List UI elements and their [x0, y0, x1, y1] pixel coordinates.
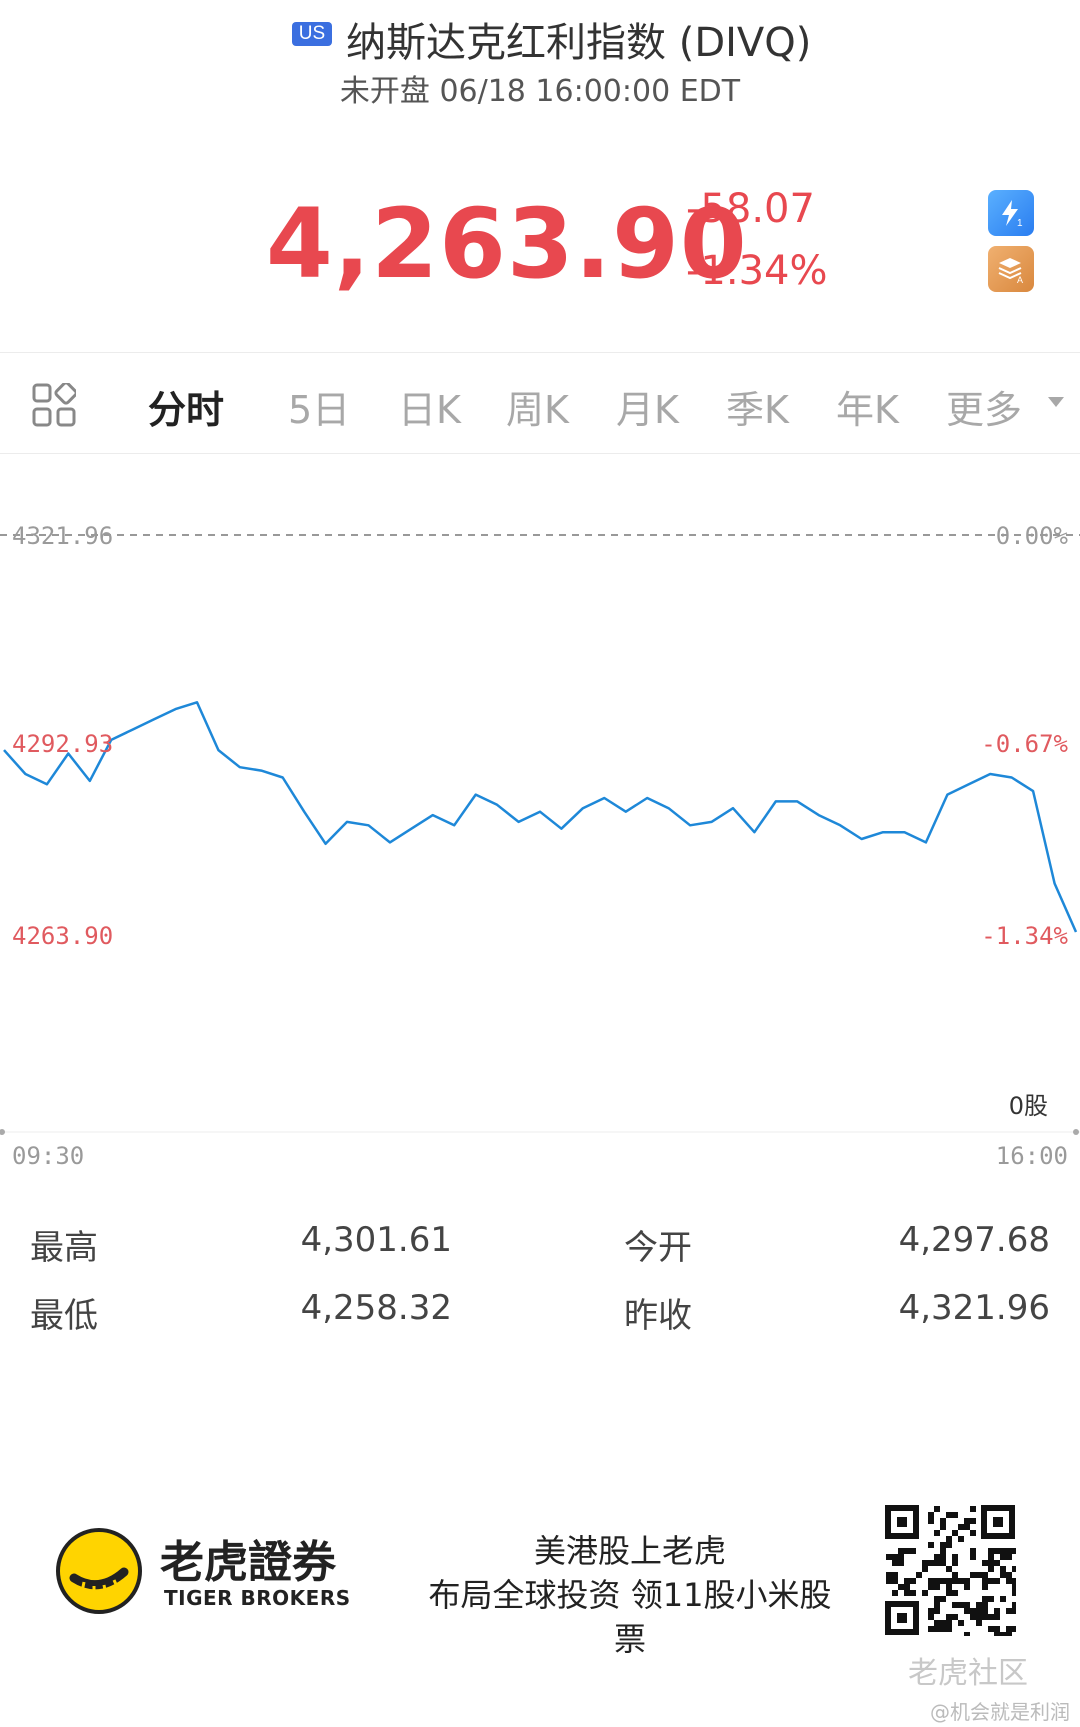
promo-line-2: 布局全球投资 领11股小米股: [428, 1576, 832, 1614]
x-axis-label-start: 09:30: [12, 1142, 85, 1170]
open-label: 今开: [624, 1228, 692, 1268]
prev-close-label: 昨收: [624, 1296, 692, 1336]
tiger-logo-icon: [56, 1528, 142, 1614]
chart-canvas: [0, 534, 1080, 1135]
open-value: 4,297.68: [898, 1220, 1050, 1260]
stock-title: 纳斯达克红利指数 (DIVQ): [346, 20, 812, 66]
svg-text:1: 1: [1017, 218, 1023, 228]
header: US 纳斯达克红利指数 (DIVQ) 未开盘 06/18 16:00:00 ED…: [0, 0, 1080, 120]
axis-dot-start: [0, 1129, 5, 1135]
brand-name-en: TIGER BROKERS: [164, 1586, 351, 1610]
volume-label: 0股: [1008, 1092, 1048, 1120]
high-value: 4,301.61: [300, 1220, 452, 1260]
tab-quarterly-k[interactable]: 季K: [726, 388, 789, 432]
tab-monthly-k[interactable]: 月K: [616, 388, 679, 432]
grid-icon[interactable]: [32, 383, 76, 427]
y-axis-label-bottom: 4263.90: [12, 922, 114, 950]
price-change-percent: -1.34%: [686, 248, 828, 294]
price-change: -58.07: [686, 186, 815, 232]
price-line: [3, 701, 1078, 933]
chevron-down-icon[interactable]: [1048, 397, 1064, 407]
low-label: 最低: [30, 1296, 98, 1336]
axis-dot-end: [1073, 1129, 1079, 1135]
x-axis-label-end: 16:00: [995, 1142, 1068, 1170]
tab-yearly-k[interactable]: 年K: [836, 388, 899, 432]
tab-more[interactable]: 更多: [946, 388, 1023, 432]
layers-icon[interactable]: A: [988, 246, 1034, 292]
prev-close-value: 4,321.96: [898, 1288, 1050, 1328]
watermark-community: 老虎社区: [908, 1656, 1028, 1691]
pct-axis-label-bottom: -1.34%: [981, 922, 1068, 950]
y-axis-label-top: 4321.96: [12, 522, 114, 550]
promo-line-1: 美港股上老虎: [533, 1532, 726, 1570]
brand-name-cn: 老虎證券: [160, 1537, 336, 1588]
promo-line-3: 票: [613, 1620, 646, 1658]
period-tabs: 分时 5日 日K 周K 月K 季K 年K 更多: [0, 352, 1080, 454]
svg-text:A: A: [1017, 275, 1023, 284]
market-status: 未开盘 06/18 16:00:00 EDT: [339, 74, 741, 109]
low-value: 4,258.32: [300, 1288, 452, 1328]
watermark-user: @机会就是利润: [930, 1700, 1070, 1724]
promo-footer: 老虎證券 TIGER BROKERS 美港股上老虎 布局全球投资 领11股小米股…: [0, 1470, 1080, 1727]
pct-axis-label-mid: -0.67%: [981, 730, 1068, 758]
qr-code-icon: [884, 1504, 1016, 1636]
market-badge: US: [292, 22, 332, 46]
last-price: 4,263.90: [266, 188, 748, 300]
lightning-glyph: 1: [1002, 200, 1023, 228]
tiger-stripes: [69, 1567, 129, 1596]
lightning-icon[interactable]: 1: [988, 190, 1034, 236]
tab-intraday[interactable]: 分时: [148, 388, 225, 432]
tab-weekly-k[interactable]: 周K: [506, 388, 569, 432]
intraday-chart[interactable]: 4321.96 4292.93 4263.90 0.00% -0.67% -1.…: [0, 500, 1080, 1180]
high-label: 最高: [30, 1228, 98, 1268]
tab-5day[interactable]: 5日: [288, 388, 351, 432]
tab-daily-k[interactable]: 日K: [398, 388, 461, 432]
layers-glyph: A: [998, 258, 1023, 284]
pct-axis-label-top: 0.00%: [995, 522, 1068, 550]
y-axis-label-mid: 4292.93: [12, 730, 114, 758]
